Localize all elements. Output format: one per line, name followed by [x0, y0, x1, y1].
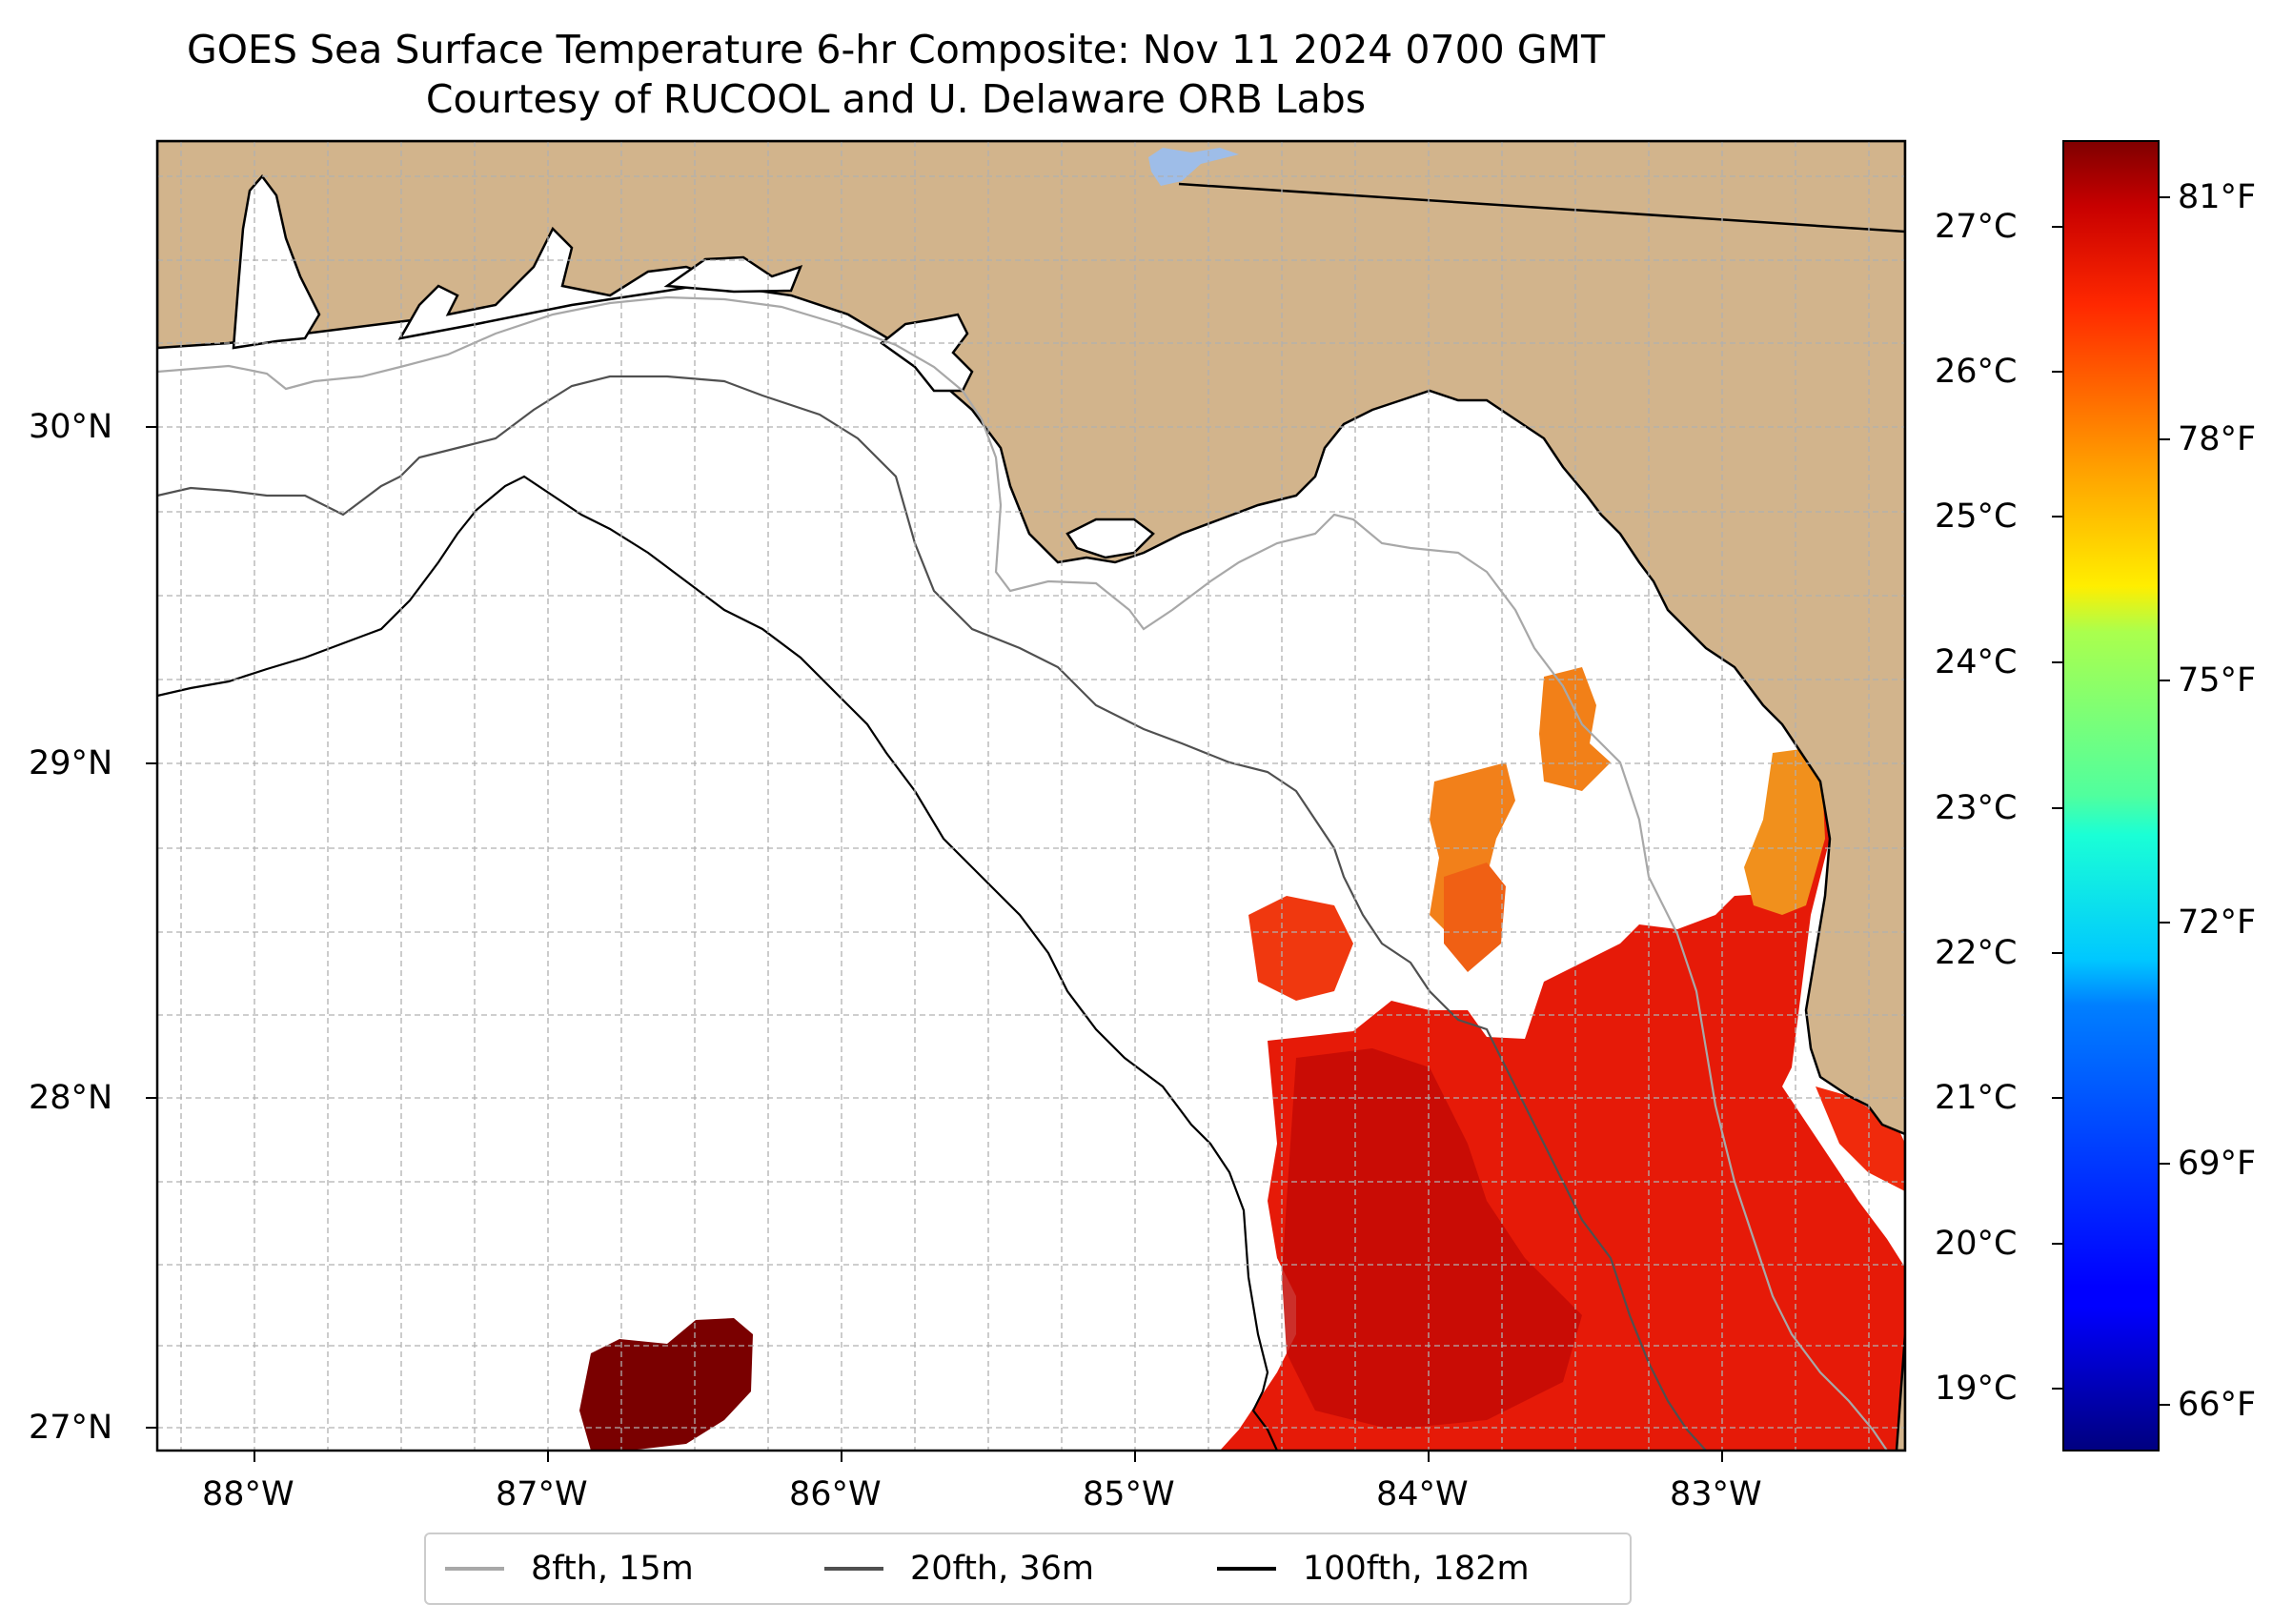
legend-item-8fth: 8fth, 15m	[445, 1534, 694, 1603]
fahrenheit-tick-label: 75°F	[2178, 661, 2257, 700]
celsius-tick-label: 24°C	[1935, 643, 2018, 681]
isobath-100fth	[157, 475, 1279, 1451]
lon-tick-label: 85°W	[1083, 1475, 1175, 1513]
pensacola-bay	[397, 226, 729, 340]
legend-item-20fth: 20fth, 36m	[824, 1534, 1094, 1603]
celsius-tick-label: 23°C	[1935, 789, 2018, 827]
lon-tick-label: 86°W	[789, 1475, 882, 1513]
legend-label: 20fth, 36m	[910, 1550, 1095, 1588]
celsius-tick-label: 25°C	[1935, 497, 2018, 536]
lon-tick-label: 88°W	[202, 1475, 294, 1513]
sst-patch-red-west	[1248, 896, 1353, 1001]
celsius-tick-label: 19°C	[1935, 1370, 2018, 1408]
gridlines	[157, 141, 1905, 1451]
lat-tick-label: 28°N	[29, 1079, 113, 1117]
fahrenheit-tick-label: 81°F	[2178, 178, 2257, 216]
fahrenheit-tick-label: 78°F	[2178, 420, 2257, 458]
celsius-tick-label: 22°C	[1935, 934, 2018, 972]
legend-label: 8fth, 15m	[531, 1550, 694, 1588]
land-area	[157, 141, 1905, 1451]
st-andrews-bay	[879, 313, 974, 393]
celsius-tick-label: 27°C	[1935, 208, 2018, 246]
legend-swatch-20fth	[824, 1567, 883, 1571]
isobath-20fth	[157, 375, 1707, 1451]
colorbar-gradient	[2062, 140, 2160, 1451]
legend-item-100fth: 100fth, 182m	[1217, 1534, 1530, 1603]
lat-tick-label: 30°N	[29, 408, 113, 446]
celsius-tick-label: 21°C	[1935, 1079, 2018, 1117]
sst-patch-coastal-orange	[1744, 749, 1825, 915]
axis-ticks	[146, 426, 1723, 1462]
map-frame	[155, 139, 1907, 1452]
isobath-legend: 8fth, 15m 20fth, 36m 100fth, 182m	[424, 1533, 1632, 1605]
sst-patch-orange-mid	[1444, 863, 1506, 972]
isobath-8fth	[157, 295, 1888, 1451]
fahrenheit-tick-label: 69°F	[2178, 1145, 2257, 1183]
fahrenheit-tick-label: 72°F	[2178, 903, 2257, 942]
lon-tick-label: 87°W	[496, 1475, 588, 1513]
fahrenheit-tick-label: 66°F	[2178, 1386, 2257, 1424]
legend-label: 100fth, 182m	[1303, 1550, 1530, 1588]
lat-tick-label: 27°N	[29, 1409, 113, 1447]
state-border	[1178, 182, 1905, 233]
lon-tick-label: 84°W	[1376, 1475, 1469, 1513]
lat-tick-label: 29°N	[29, 744, 113, 782]
sst-patch-orange-north	[1539, 667, 1611, 791]
legend-swatch-8fth	[445, 1567, 504, 1571]
legend-swatch-100fth	[1217, 1567, 1276, 1571]
figure-subtitle: Courtesy of RUCOOL and U. Delaware ORB L…	[425, 76, 1367, 122]
sst-patch-southeast-coast	[1816, 1086, 1905, 1191]
apalachicola-bay	[1065, 518, 1155, 559]
lon-tick-label: 83°W	[1670, 1475, 1762, 1513]
colorbar	[2052, 140, 2170, 1451]
figure-title: GOES Sea Surface Temperature 6-hr Compos…	[187, 27, 1605, 72]
sst-patch-dark-red	[1282, 1048, 1582, 1430]
celsius-tick-label: 20°C	[1935, 1225, 2018, 1263]
choctawhatchee-bay	[663, 255, 803, 294]
celsius-tick-label: 26°C	[1935, 353, 2018, 391]
sst-patch-offshore-dark	[579, 1318, 753, 1451]
